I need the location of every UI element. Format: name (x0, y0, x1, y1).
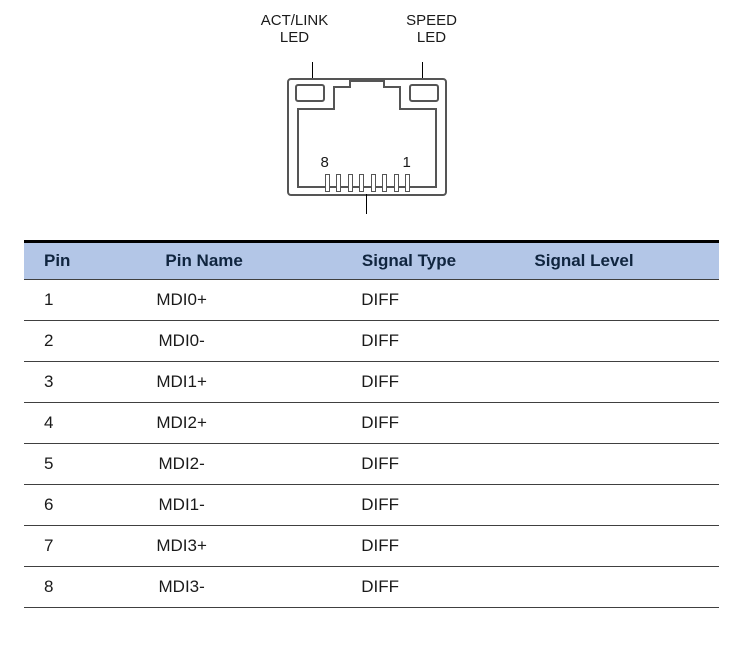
cell-signal-level (524, 567, 719, 608)
cell-signal-type: DIFF (316, 403, 525, 444)
cell-pin-name: MDI3+ (107, 526, 316, 567)
act-link-led-label: ACT/LINK LED (250, 12, 340, 47)
speed-led-icon (409, 84, 439, 102)
leader-line (366, 194, 367, 214)
cell-pin: 8 (24, 567, 107, 608)
cell-signal-level (524, 444, 719, 485)
cell-pin-name: MDI2+ (107, 403, 316, 444)
col-header-signal-level: Signal Level (524, 242, 719, 280)
cell-pin-name: MDI2- (107, 444, 316, 485)
cell-signal-level (524, 321, 719, 362)
speed-led-label: SPEED LED (392, 12, 472, 47)
cell-signal-type: DIFF (316, 526, 525, 567)
col-header-pin: Pin (24, 242, 107, 280)
pin-contact (394, 174, 399, 192)
pin-contact (359, 174, 364, 192)
table-row: 7MDI3+DIFF (24, 526, 719, 567)
cell-signal-type: DIFF (316, 280, 525, 321)
jack-tab (333, 86, 401, 110)
cell-pin: 1 (24, 280, 107, 321)
rj45-jack-outline: 8 1 (287, 78, 447, 206)
table-row: 6MDI1-DIFF (24, 485, 719, 526)
page: ACT/LINK LED SPEED LED 8 1 (0, 0, 743, 608)
jack-tab-top (349, 80, 385, 88)
cell-pin: 6 (24, 485, 107, 526)
table-row: 1MDI0+DIFF (24, 280, 719, 321)
table-row: 2MDI0-DIFF (24, 321, 719, 362)
cell-signal-level (524, 280, 719, 321)
cell-pin-name: MDI0- (107, 321, 316, 362)
pinout-table: Pin Pin Name Signal Type Signal Level 1M… (24, 240, 719, 608)
cell-signal-type: DIFF (316, 444, 525, 485)
table-row: 8MDI3-DIFF (24, 567, 719, 608)
cell-signal-type: DIFF (316, 362, 525, 403)
cell-pin: 5 (24, 444, 107, 485)
cell-pin: 7 (24, 526, 107, 567)
pin-contact (348, 174, 353, 192)
cell-pin: 2 (24, 321, 107, 362)
table-row: 4MDI2+DIFF (24, 403, 719, 444)
rj45-connector-diagram: ACT/LINK LED SPEED LED 8 1 (242, 12, 502, 222)
table-header-row: Pin Pin Name Signal Type Signal Level (24, 242, 719, 280)
table-row: 3MDI1+DIFF (24, 362, 719, 403)
pin-index-8: 8 (321, 154, 329, 171)
col-header-signal-type: Signal Type (316, 242, 525, 280)
cell-signal-type: DIFF (316, 321, 525, 362)
act-link-led-icon (295, 84, 325, 102)
cell-pin-name: MDI3- (107, 567, 316, 608)
cell-signal-level (524, 362, 719, 403)
pin-contact (325, 174, 330, 192)
table-row: 5MDI2-DIFF (24, 444, 719, 485)
pin-contact (371, 174, 376, 192)
pin-contact (382, 174, 387, 192)
cell-pin-name: MDI1+ (107, 362, 316, 403)
cell-signal-level (524, 485, 719, 526)
cell-signal-type: DIFF (316, 485, 525, 526)
connector-diagram-wrap: ACT/LINK LED SPEED LED 8 1 (24, 12, 719, 222)
pin-contact (405, 174, 410, 192)
pin-contact (336, 174, 341, 192)
cell-pin: 3 (24, 362, 107, 403)
cell-pin-name: MDI1- (107, 485, 316, 526)
cell-signal-type: DIFF (316, 567, 525, 608)
col-header-pin-name: Pin Name (107, 242, 316, 280)
cell-pin: 4 (24, 403, 107, 444)
pin-index-1: 1 (403, 154, 411, 171)
cell-signal-level (524, 403, 719, 444)
cell-pin-name: MDI0+ (107, 280, 316, 321)
pin-row (325, 172, 411, 192)
cell-signal-level (524, 526, 719, 567)
